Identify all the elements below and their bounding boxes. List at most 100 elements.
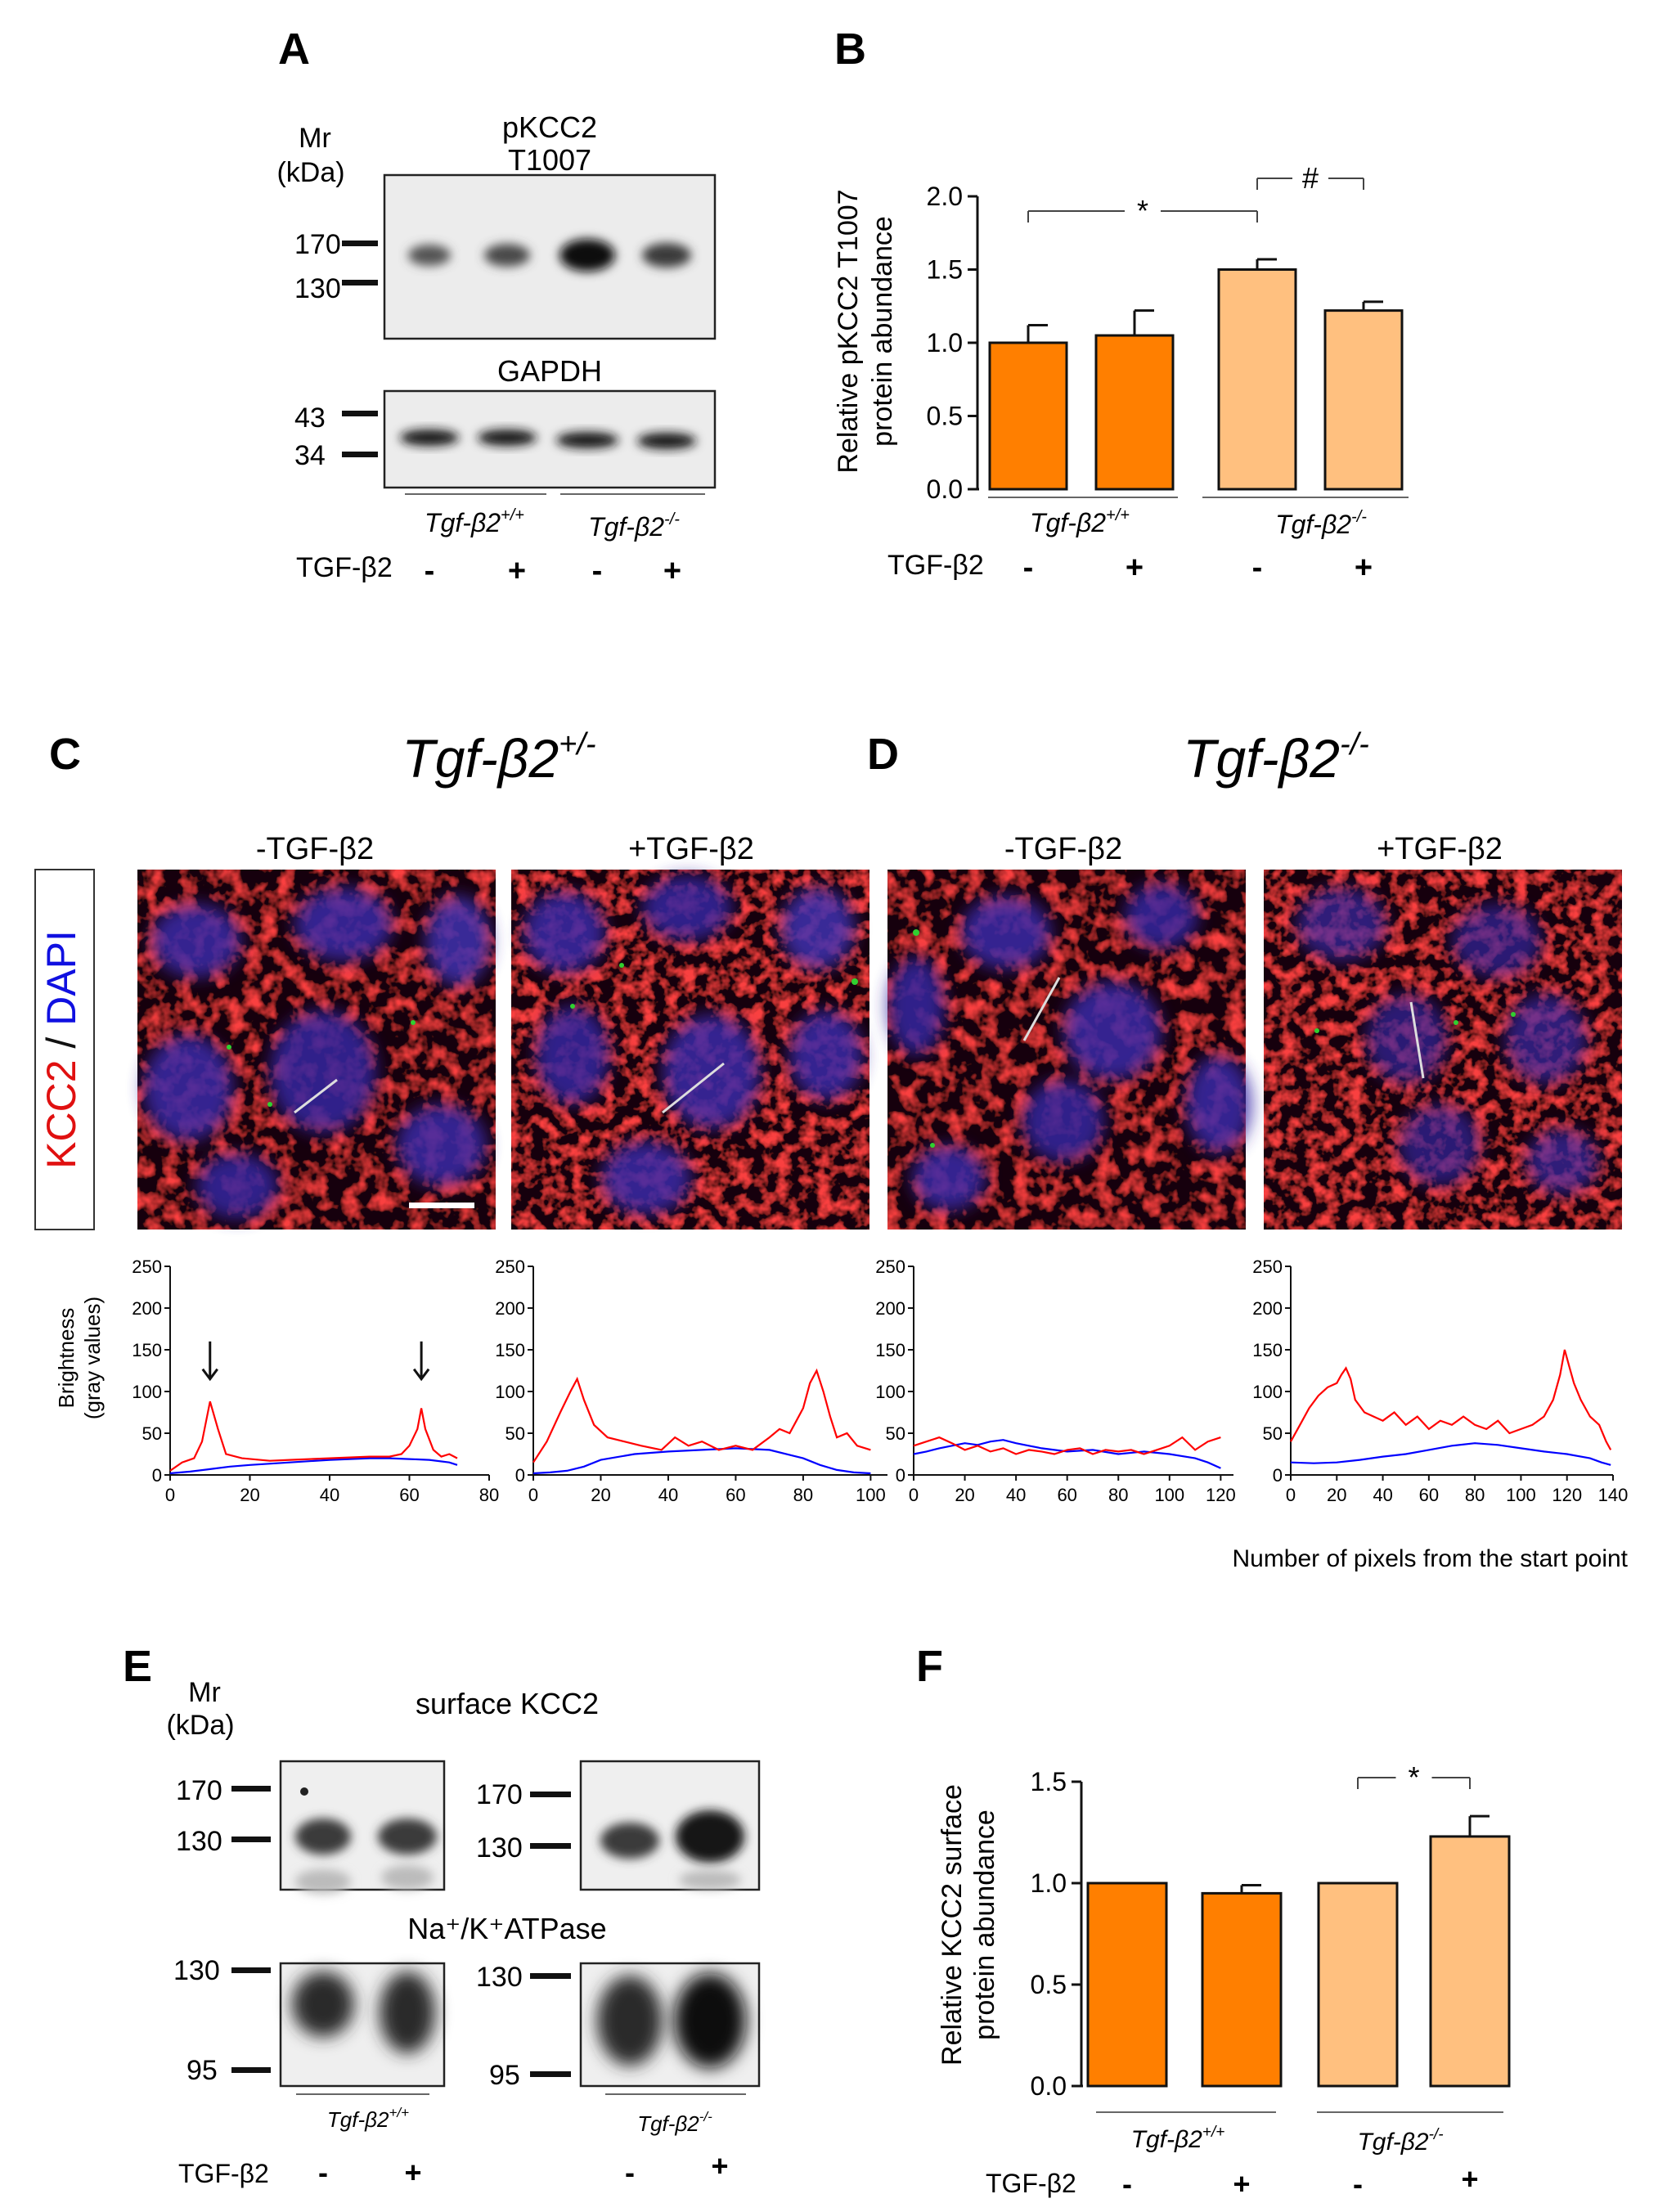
panel-e-lane2-sign: + (404, 2156, 421, 2189)
panel-e-marker-130-a: 130 (176, 1826, 222, 1857)
panel-f-bar2-sign: + (1233, 2167, 1250, 2201)
panel-c-letter: C (49, 730, 81, 779)
x-tick-label: 80 (793, 1485, 813, 1505)
y-tick-label: 100 (875, 1382, 905, 1402)
panel-e-lane1-sign: - (318, 2156, 328, 2189)
panel-b-ylabel-line2: protein abundance (867, 216, 898, 447)
profile-line-dapi (169, 1457, 458, 1475)
x-tick-label: 80 (1108, 1485, 1128, 1505)
panel-a-kda-label: (kDa) (276, 157, 344, 188)
y-tick-label: 0 (515, 1465, 525, 1486)
panel-e-marker-170-b: 170 (476, 1779, 523, 1810)
panel-a-lane1-sign: - (425, 554, 435, 588)
bar (1086, 1882, 1168, 2088)
profile-ylabel-line2: (gray values) (80, 1297, 105, 1419)
y-tick-label: 150 (1252, 1340, 1283, 1360)
panel-f-treatment-label: TGF-β2 (986, 2169, 1076, 2198)
profile-line-dapi (913, 1439, 1221, 1469)
y-tick-label: 0 (896, 1465, 905, 1486)
y-tick-label: 100 (132, 1382, 162, 1402)
y-tick-label: 150 (132, 1340, 162, 1360)
gapdh-band-lane2 (478, 429, 537, 446)
y-tick-label: 150 (875, 1340, 905, 1360)
x-tick-label: 40 (320, 1485, 339, 1505)
y-tick-label: 250 (495, 1257, 525, 1277)
profile-plot-d2: 0 50 100 150 200 250 0 20 40 60 80 100 120 140 (1252, 1257, 1628, 1505)
panel-a-marker-34: 34 (294, 440, 326, 471)
y-tick-label: 0.5 (927, 402, 963, 431)
panel-a-letter: A (278, 25, 310, 74)
y-tick-label: 50 (886, 1423, 905, 1444)
panel-e-blot1-title: surface KCC2 (416, 1687, 599, 1720)
x-tick-label: 60 (399, 1485, 419, 1505)
y-tick-label: 50 (142, 1423, 162, 1444)
panel-e-marker-130-c: 130 (173, 1955, 220, 1986)
x-tick-label: 20 (591, 1485, 610, 1505)
y-tick-label: 1.0 (927, 328, 963, 357)
panel-b-wt-label: Tgf-β2+/+ (1030, 506, 1130, 537)
pkcc2-band-lane1 (408, 245, 451, 266)
profile-plot-c1: 0 50 100 150 200 250 0 20 40 60 80 (132, 1257, 499, 1505)
y-tick-label: 0 (1273, 1465, 1283, 1486)
panel-e: E Mr (kDa) surface KCC2 170 130 170 130 … (123, 1642, 761, 2189)
panel-e-blot2-title: Na⁺/K⁺ATPase (407, 1912, 606, 1945)
x-tick-label: 20 (1327, 1485, 1346, 1505)
gapdh-band-lane4 (637, 433, 696, 449)
panel-a-lane4-sign: + (663, 554, 681, 588)
panel-f-letter: F (916, 1642, 943, 1691)
panel-a-mr-label: Mr (299, 123, 331, 154)
profile-plot-d1: 0 50 100 150 200 250 0 20 40 60 80 100 120 (875, 1257, 1235, 1505)
panel-c-d: C D Tgf-β2+/- Tgf-β2-/- -TGF-β2 +TGF-β2 … (34, 727, 1629, 1572)
panel-a-treatment-label: TGF-β2 (296, 552, 393, 583)
x-tick-label: 60 (1419, 1485, 1439, 1505)
panel-e-marker-130-b: 130 (476, 1832, 523, 1864)
profile-line-kcc2 (1290, 1349, 1612, 1450)
y-tick-label: 0.0 (927, 474, 963, 504)
panel-a-ko-label: Tgf-β2-/- (588, 510, 680, 542)
panel-e-ko-label: Tgf-β2-/- (637, 2109, 712, 2136)
image-d-minus-tgf (887, 870, 1251, 1230)
panel-e-mr-label: Mr (188, 1677, 221, 1708)
panel-b-bar2-sign: + (1126, 551, 1144, 585)
panel-e-wt-label: Tgf-β2+/+ (327, 2105, 409, 2132)
panel-f-ylabel-line1: Relative KCC2 surface (937, 1784, 968, 2066)
panel-a-marker-34-tick (342, 452, 378, 457)
panel-c-col2-title: +TGF-β2 (628, 832, 754, 866)
panel-a-blot1-title-line2: T1007 (508, 143, 591, 177)
panel-e-marker-170-a: 170 (176, 1775, 222, 1806)
panel-a-marker-43: 43 (294, 402, 326, 434)
y-tick-label: 250 (132, 1257, 162, 1277)
y-tick-label: 0.5 (1031, 1970, 1067, 1999)
panel-b-ylabel-line1: Relative pKCC2 T1007 (833, 189, 864, 473)
panel-e-kda-label: (kDa) (166, 1710, 234, 1741)
panel-f-bar4-sign: + (1461, 2162, 1478, 2196)
y-tick-label: 100 (1252, 1382, 1283, 1402)
y-tick-label: 50 (1263, 1423, 1283, 1444)
panel-f-bar1-sign: - (1122, 2167, 1132, 2201)
profile-line-kcc2 (532, 1368, 871, 1463)
stain-label: KCC2 / DAPI (38, 930, 84, 1169)
x-tick-label: 20 (955, 1485, 974, 1505)
panel-b-letter: B (834, 25, 866, 74)
y-tick-label: 0 (152, 1465, 162, 1486)
pkcc2-band-lane2 (484, 244, 530, 267)
arrow-head (201, 1368, 218, 1382)
panel-a-marker-130-tick (342, 280, 378, 285)
panel-d-genotype: Tgf-β2-/- (1183, 727, 1369, 789)
profile-line-dapi (1290, 1442, 1611, 1466)
panel-a-marker-170: 170 (294, 229, 341, 260)
y-tick-label: 0.0 (1031, 2071, 1067, 2101)
panel-d-letter: D (867, 730, 899, 779)
panel-c-genotype: Tgf-β2+/- (402, 727, 595, 789)
pkcc2-band-lane4 (642, 243, 691, 268)
y-tick-label: 150 (495, 1340, 525, 1360)
bar (1094, 334, 1175, 491)
profile-line-dapi (532, 1447, 871, 1475)
y-tick-label: 250 (1252, 1257, 1283, 1277)
x-tick-label: 60 (1057, 1485, 1076, 1505)
panel-e-treatment-label: TGF-β2 (178, 2159, 269, 2188)
panel-a-marker-130: 130 (294, 273, 341, 304)
panel-a-blot2-title: GAPDH (497, 354, 602, 388)
x-tick-label: 0 (165, 1485, 175, 1505)
